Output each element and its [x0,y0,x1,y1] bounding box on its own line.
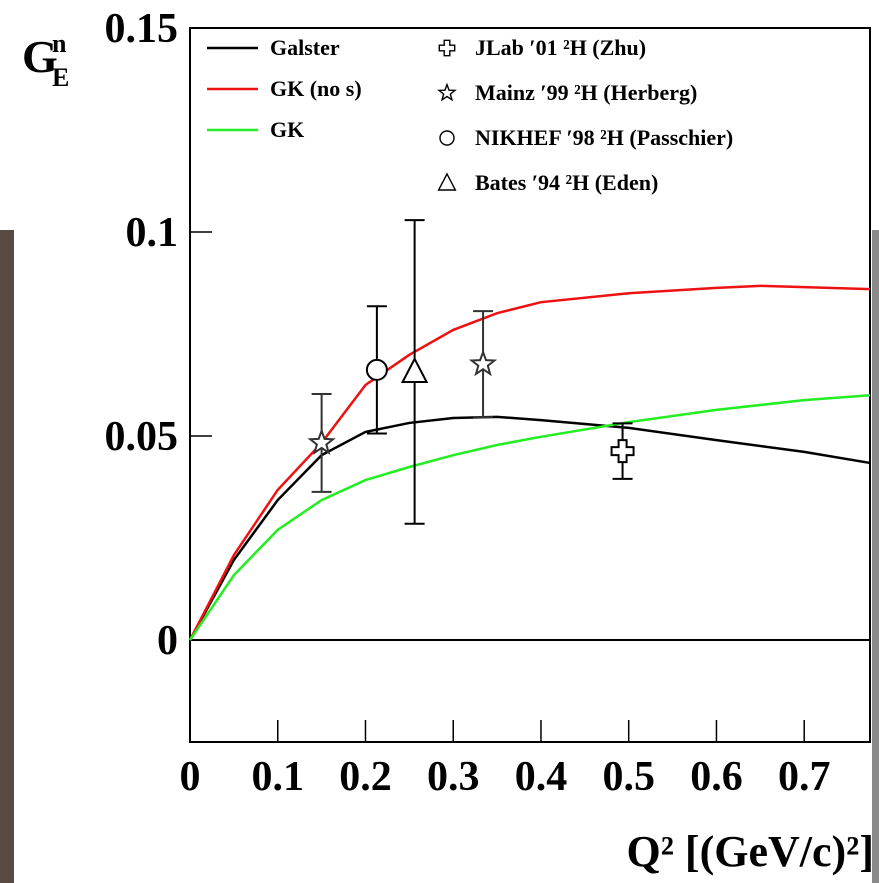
y-axis-label-sub: E [52,63,69,92]
marker [400,356,429,383]
marker [365,358,388,381]
legend-label: JLab ′01 ²H (Zhu) [475,35,646,60]
marker [438,39,456,57]
y-axis-label: G [22,31,58,82]
plot-frame [189,27,871,743]
y-tick-label: 0.15 [105,6,179,52]
x-tick-label: 0.2 [339,754,392,800]
y-axis-label-sup: n [52,29,67,58]
background-photo-strip [0,230,14,883]
curve [188,284,871,641]
legend-label: Bates ′94 ²H (Eden) [475,170,658,195]
x-tick-label: 0 [180,754,201,800]
curve [188,393,871,641]
x-tick-label: 0.6 [690,754,743,800]
x-tick-label: 0.7 [778,754,831,800]
legend-label: GK (no s) [270,76,362,101]
background-photo-strip [872,230,879,883]
x-tick-label: 0.4 [515,754,568,800]
x-axis-label: Q² [(GeV/c)²] [627,827,875,876]
y-tick-label: 0 [157,618,178,664]
marker [610,439,635,464]
marker [437,82,457,102]
marker [307,428,336,455]
x-tick-label: 0.1 [251,754,304,800]
data-point [610,422,635,480]
legend-label: NIKHEF ′98 ²H (Passchier) [475,125,733,150]
marker [439,130,455,146]
data-point [365,305,388,435]
legend-label: GK [270,117,304,142]
y-tick-label: 0.05 [105,414,179,460]
curve [188,415,871,641]
legend-label: Mainz ′99 ²H (Herberg) [475,80,697,105]
marker [468,349,498,377]
data-point [468,310,498,419]
x-tick-label: 0.5 [602,754,655,800]
y-tick-label: 0.1 [126,210,179,256]
marker [437,172,457,191]
data-point [307,392,336,493]
x-tick-label: 0.3 [427,754,480,800]
legend-label: Galster [270,35,340,60]
data-point [400,219,429,525]
